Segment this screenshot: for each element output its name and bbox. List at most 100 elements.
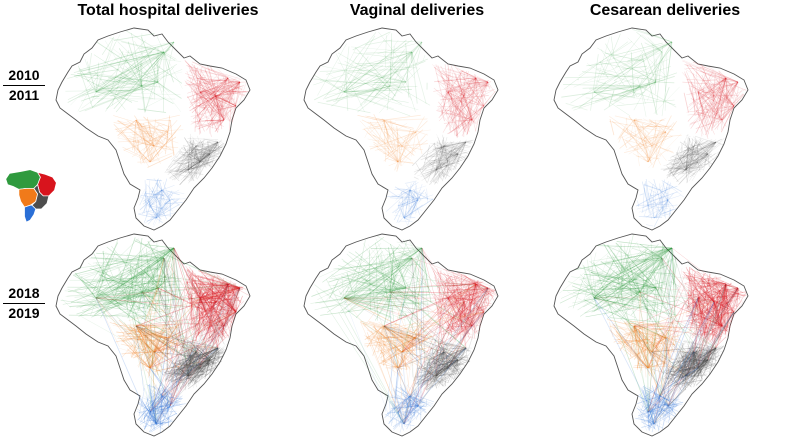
flow-line-center-west xyxy=(129,135,140,142)
flow-line-south xyxy=(663,199,669,214)
flow-line-southeast xyxy=(443,351,453,371)
flow-line-southeast xyxy=(418,364,462,369)
flow-line-northeast xyxy=(697,297,706,336)
flow-line-northeast xyxy=(193,279,237,313)
flow-line-center-west xyxy=(643,134,682,139)
flow-line-south xyxy=(155,389,169,425)
flow-line-northeast xyxy=(647,303,685,413)
flow-line-southeast xyxy=(187,342,200,377)
flow-line-north xyxy=(341,261,381,315)
flow-line-center-west xyxy=(406,329,413,367)
flow-line-center-west xyxy=(379,334,424,354)
flow-line-center-west xyxy=(384,327,426,339)
flow-line-northeast xyxy=(389,291,478,312)
flow-line-center-west xyxy=(401,347,418,353)
flow-line-southeast xyxy=(218,287,241,346)
flow-line-center-west xyxy=(121,334,142,358)
brazil-outline xyxy=(303,233,499,437)
flow-line-northeast xyxy=(210,277,214,332)
flow-line-northeast xyxy=(712,291,730,315)
flow-line-center-west xyxy=(383,325,404,359)
flow-line-southeast xyxy=(187,339,211,361)
flow-line-center-west xyxy=(136,134,155,147)
flow-line-southeast xyxy=(173,362,201,369)
flow-line-northeast xyxy=(724,287,739,335)
flow-line-north xyxy=(596,80,676,106)
flow-line-center-west xyxy=(127,351,155,353)
flow-line-northeast xyxy=(453,64,485,107)
flow-line-south xyxy=(391,189,421,213)
flow-line-north xyxy=(386,257,413,322)
flow-line-northeast xyxy=(199,78,202,93)
flow-line-northeast xyxy=(448,105,485,134)
flow-line-southeast xyxy=(429,355,449,369)
flow-line-north xyxy=(661,51,667,92)
flow-line-northeast xyxy=(161,291,191,397)
flow-line-northeast xyxy=(217,87,237,107)
flow-line-northeast xyxy=(737,287,740,301)
flow-line-south xyxy=(142,347,219,410)
flow-line-northeast xyxy=(199,297,215,334)
flow-line-northeast xyxy=(199,277,202,299)
flow-line-southeast xyxy=(217,353,221,355)
flow-line-north xyxy=(141,284,145,293)
flow-line-center-west xyxy=(619,121,653,149)
flow-line-southeast xyxy=(182,144,211,155)
flow-line-south xyxy=(160,395,163,402)
flow-line-north xyxy=(333,263,383,270)
flow-line-north xyxy=(402,251,432,293)
flow-line-center-west xyxy=(149,351,155,360)
flow-line-south xyxy=(95,297,144,406)
flow-line-southeast xyxy=(438,367,449,374)
flow-line-northeast xyxy=(463,82,467,97)
flow-line-north xyxy=(352,31,390,51)
flow-line-northeast xyxy=(721,290,735,313)
flow-line-north xyxy=(343,297,392,318)
flow-line-northeast xyxy=(199,91,249,93)
flow-line-northeast xyxy=(186,274,198,298)
flow-line-northeast xyxy=(714,287,739,332)
flow-line-center-west xyxy=(389,351,403,357)
flow-line-northeast xyxy=(185,281,229,285)
flow-line-northeast xyxy=(211,287,241,295)
flow-line-southeast xyxy=(439,361,449,369)
flow-line-center-west xyxy=(634,131,667,150)
flow-line-southeast xyxy=(436,141,467,181)
flow-line-southeast xyxy=(413,368,419,382)
flow-line-northeast xyxy=(487,81,490,90)
flow-line-southeast xyxy=(436,359,459,374)
flow-line-southeast xyxy=(436,153,459,162)
flow-line-south xyxy=(656,199,669,205)
flow-line-south xyxy=(397,411,404,431)
flow-line-northeast xyxy=(441,70,489,83)
flow-line-center-west xyxy=(157,324,182,332)
flow-line-southeast xyxy=(199,146,217,163)
flow-line-center-west xyxy=(141,334,149,371)
flow-line-southeast xyxy=(199,348,223,369)
flow-line-south xyxy=(417,405,426,414)
flow-line-north xyxy=(338,264,407,289)
flow-line-northeast xyxy=(700,301,730,313)
flow-line-southeast xyxy=(451,361,466,366)
flow-line-north xyxy=(367,295,414,300)
flow-line-northeast xyxy=(692,290,704,337)
flow-line-center-west xyxy=(149,367,162,372)
flow-line-northeast xyxy=(689,297,701,331)
flow-line-northeast xyxy=(185,274,217,303)
flow-line-southeast xyxy=(441,141,467,164)
flow-line-southeast xyxy=(690,153,716,174)
flow-line-northeast xyxy=(200,312,225,327)
flow-line-southeast xyxy=(215,347,219,350)
flow-line-southeast xyxy=(694,151,710,167)
flow-line-southeast xyxy=(442,360,449,369)
flow-line-southeast xyxy=(428,357,432,385)
flow-line-northeast xyxy=(226,84,243,90)
flow-line-northeast xyxy=(185,270,194,328)
flow-line-southeast xyxy=(427,145,445,153)
flow-line-south xyxy=(659,189,668,195)
flow-line-northeast xyxy=(689,77,727,106)
flow-line-south xyxy=(397,411,413,419)
flow-line-north xyxy=(87,72,159,83)
flow-line-southeast xyxy=(169,339,190,407)
flow-line-north xyxy=(356,282,386,297)
